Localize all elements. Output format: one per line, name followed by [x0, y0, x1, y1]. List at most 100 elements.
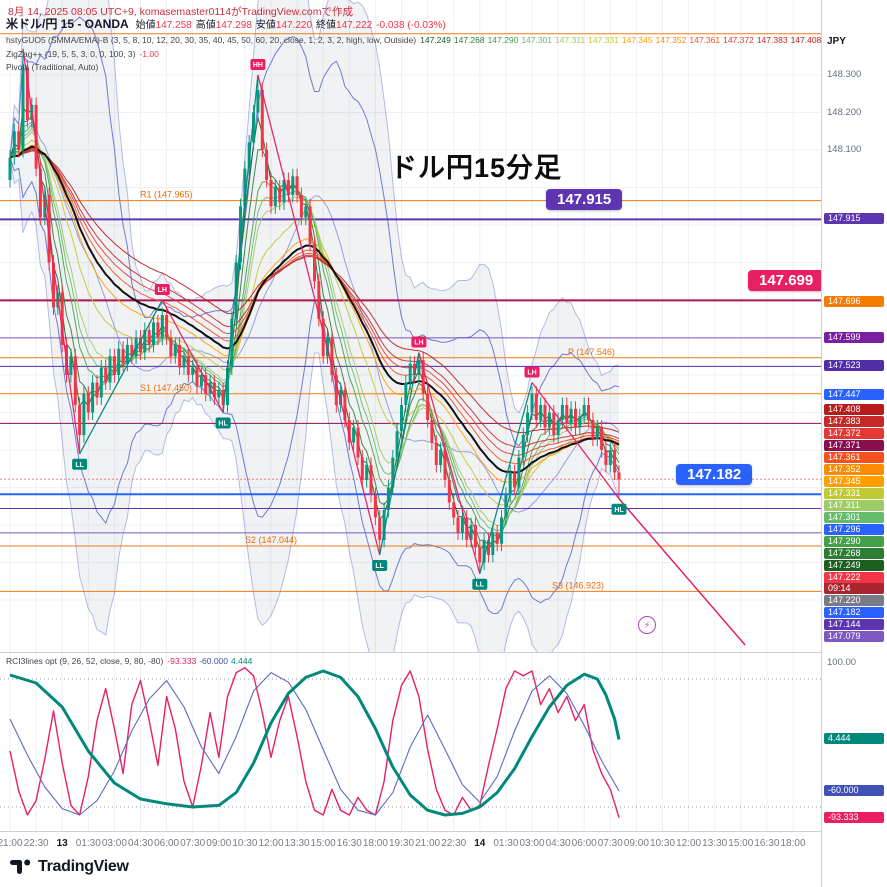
zigzag-marker: LH — [411, 336, 427, 348]
zigzag-marker: LL — [472, 578, 488, 590]
time-axis-label: 03:00 — [101, 838, 127, 849]
time-axis-label: 15:00 — [728, 838, 754, 849]
legend-value: 147.352 — [655, 35, 687, 46]
open-label: 始値 — [135, 20, 156, 31]
rci-grid — [0, 653, 822, 831]
time-axis-label: 07:30 — [597, 838, 623, 849]
time-axis-label: 18:00 — [780, 838, 806, 849]
legend-value: 4.444 — [231, 656, 253, 666]
time-axis-label: 01:30 — [493, 838, 519, 849]
time-axis-label: 12:00 — [676, 838, 702, 849]
price-scale-badge: 147.352 — [824, 463, 884, 475]
legend-value: -1.00 — [139, 48, 159, 59]
zigzag-marker: HL — [215, 417, 231, 429]
zigzag-marker: LH — [154, 284, 170, 295]
price-scale-badge: 147.144 — [824, 618, 884, 630]
price-line-label-147699[interactable]: 147.699 — [748, 270, 825, 292]
zigzag-marker: LH — [524, 366, 540, 378]
svg-text:LL: LL — [476, 582, 485, 589]
zigzag-marker: LL — [72, 458, 88, 470]
price-tick: 148.200 — [827, 106, 862, 118]
indicator-values-zigzag: -1.00 — [139, 49, 161, 59]
rci-scale-badge: -60.000 — [824, 785, 884, 796]
price-scale-badge: 147.301 — [824, 511, 884, 523]
rci-tick: 100.00 — [827, 657, 857, 668]
time-axis-label: 21:00 — [0, 838, 23, 849]
time-axis[interactable]: 21:00 22:30 13 01:30 03:00 04:30 06:00 07:30 09:… — [0, 832, 822, 856]
rci-indicator-name[interactable]: RCI3lines opt (9, 26, 52, close, 9, 80, … — [6, 656, 164, 666]
price-scale-badge: 147.383 — [824, 415, 884, 427]
time-axis-label: 06:00 — [571, 838, 597, 849]
time-axis-label: 14 — [474, 838, 486, 849]
chart-title-drawing[interactable]: ドル円15分足 — [390, 153, 563, 183]
indicator-name-ma-ribbon[interactable]: hstyGUO5 (SMMA/EMA)-B (3, 5, 8, 10, 12, … — [6, 35, 417, 46]
bar-countdown: 09:14 — [824, 582, 884, 594]
price-scale-badge: 147.311 — [824, 499, 884, 511]
tradingview-logo-icon — [10, 859, 31, 874]
legend-value: 147.301 — [521, 35, 553, 46]
lightning-marker-icon[interactable]: ⚡ — [638, 616, 656, 634]
legend-value: 147.383 — [756, 35, 788, 46]
tradingview-logo[interactable]: TradingView — [10, 858, 129, 876]
price-grid — [0, 0, 822, 652]
rci-pane[interactable]: RCI3lines opt (9, 26, 52, close, 9, 80, … — [0, 653, 822, 832]
svg-text:LL: LL — [75, 462, 84, 469]
indicator-name-pivots[interactable]: Pivots (Traditional, Auto) — [6, 62, 99, 73]
price-pane[interactable]: LL LH HL HH LL LH LL LH HL R1 (147.965) P (147.546… — [0, 0, 887, 653]
time-axis-label: 01:30 — [75, 838, 101, 849]
tradingview-logo-text: TradingView — [38, 858, 129, 875]
indicator-values-ma-ribbon: 147.249 147.268 147.290 147.301 147.311 147.3… — [420, 35, 887, 45]
time-axis-label: 13:30 — [702, 838, 728, 849]
currency-label: JPY — [827, 36, 846, 47]
time-axis-label: 12:00 — [258, 838, 284, 849]
pivot-label: R1 (147.965) — [140, 190, 193, 200]
svg-text:LH: LH — [414, 340, 423, 347]
legend-value: 147.408 — [790, 35, 822, 46]
price-scale-badge: 147.182 — [824, 606, 884, 618]
price-scale-badge: 147.345 — [824, 475, 884, 487]
price-scale-badge: 147.523 — [824, 360, 884, 372]
time-axis-label: 04:30 — [127, 838, 154, 849]
legend-value: 147.345 — [621, 35, 653, 46]
pivot-label: S1 (147.450) — [140, 383, 192, 393]
price-scale-badge: 147.361 — [824, 451, 884, 463]
symbol-title[interactable]: 米ドル/円 15 - OANDA — [6, 17, 129, 31]
bollinger-bands — [9, 0, 620, 652]
zigzag-marker: LL — [372, 560, 388, 571]
symbol-legend-row: 米ドル/円 15 - OANDA 始値147.258 高値147.298 安値147… — [6, 15, 887, 34]
rci-values: -93.333 -60.000 4.444 — [167, 656, 255, 666]
close-label: 終値 — [316, 20, 337, 31]
time-axis-label: 04:30 — [545, 838, 571, 849]
indicator-name-zigzag[interactable]: ZigZag++ (19, 5, 5, 3, 0, 0, 100, 3) — [6, 48, 136, 59]
price-line-label-147182[interactable]: 147.182 — [676, 464, 753, 486]
price-line-label-147915[interactable]: 147.915 — [546, 189, 623, 211]
time-axis-label: 16:30 — [754, 838, 780, 849]
price-chart-canvas[interactable]: LL LH HL HH LL LH LL LH HL R1 (147.965) P (147.546… — [0, 0, 822, 652]
rci-chart-canvas[interactable] — [0, 653, 822, 831]
close-value: 147.222 — [336, 20, 373, 31]
time-axis-label: 06:00 — [154, 838, 180, 849]
time-axis-label: 19:30 — [388, 838, 415, 849]
legend-value: 147.311 — [555, 35, 586, 46]
svg-text:HL: HL — [218, 421, 228, 428]
time-axis-label: 10:30 — [232, 838, 258, 849]
svg-text:LH: LH — [158, 287, 167, 294]
time-axis-label: 13 — [56, 838, 68, 849]
pivot-label: P (147.546) — [568, 347, 615, 357]
pivot-label: S3 (146.923) — [552, 580, 604, 590]
legend-value: 147.372 — [723, 35, 754, 46]
legend-value: -60.000 — [199, 656, 229, 666]
price-scale-badge: 147.249 — [824, 559, 884, 571]
price-scale-badge: 147.331 — [824, 487, 884, 499]
price-scale[interactable]: JPY 148.300148.200148.100146.900147.9151… — [821, 0, 887, 887]
svg-text:HL: HL — [614, 507, 624, 514]
low-label: 安値 — [255, 20, 276, 31]
attribution-note: 8月 14, 2025 08:05 UTC+9, komasemaster011… — [8, 6, 354, 18]
indicator-legend-pivots: Pivots (Traditional, Auto) — [6, 61, 887, 75]
svg-text:LH: LH — [527, 370, 536, 377]
price-scale-badge: 147.268 — [824, 547, 884, 559]
zigzag-marker: HH — [250, 59, 266, 70]
time-axis-label: 07:30 — [180, 838, 206, 849]
rci-scale-badge: 4.444 — [824, 733, 884, 745]
